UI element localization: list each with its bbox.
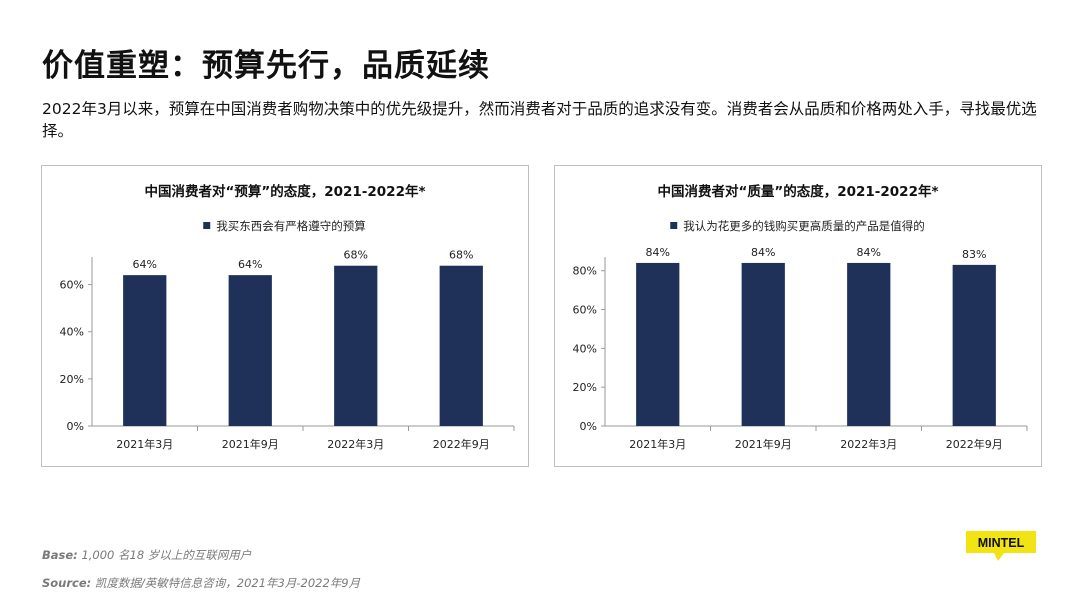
quality-chart: 中国消费者对“质量”的态度，2021-2022年* 我认为花更多的钱购买更高质量的… [573, 183, 1028, 451]
logo-text: MINTEL [978, 536, 1025, 550]
x-tick-label: 2021年3月 [116, 437, 173, 451]
chart-title: 中国消费者对“质量”的态度，2021-2022年* [657, 183, 938, 200]
legend-label: 我买东西会有严格遵守的预算 [216, 219, 366, 233]
data-label: 84% [751, 246, 775, 259]
y-tick-label: 60% [573, 304, 597, 317]
data-label: 83% [962, 248, 986, 261]
x-tick-label: 2021年3月 [629, 437, 686, 451]
y-tick-label: 60% [60, 279, 84, 292]
bar [741, 262, 785, 426]
mintel-logo: MINTEL [966, 531, 1036, 561]
source-label: Source: [42, 576, 92, 590]
bar [334, 265, 378, 426]
bar [847, 262, 891, 426]
base-text: 1,000 名18 岁以上的互联网用户 [81, 548, 252, 562]
y-tick-label: 20% [573, 381, 597, 394]
legend-swatch [203, 222, 211, 229]
source-text: 凯度数据/英敏特信息咨询，2021年3月-2022年9月 [94, 576, 361, 590]
x-tick-label: 2021年9月 [222, 437, 279, 451]
y-tick-label: 20% [60, 373, 84, 386]
bar [123, 275, 167, 426]
x-tick-label: 2021年9月 [735, 437, 792, 451]
bar [636, 262, 680, 426]
base-footnote: Base: 1,000 名18 岁以上的互联网用户 [42, 547, 251, 563]
y-tick-label: 40% [60, 326, 84, 339]
bar [952, 264, 996, 426]
y-tick-label: 0% [67, 420, 84, 433]
x-tick-label: 2022年3月 [840, 437, 897, 451]
budget-chart-panel: 中国消费者对“预算”的态度，2021-2022年* 我买东西会有严格遵守的预算 0%… [41, 165, 529, 467]
data-label: 84% [857, 246, 881, 259]
data-label: 64% [238, 258, 262, 271]
data-label: 68% [344, 249, 368, 262]
page-title: 价值重塑：预算先行，品质延续 [42, 48, 490, 84]
legend-label: 我认为花更多的钱购买更高质量的产品是值得的 [683, 219, 925, 233]
data-label: 68% [449, 249, 473, 262]
page-subtitle: 2022年3月以来，预算在中国消费者购物决策中的优先级提升，然而消费者对于品质的… [42, 100, 1037, 140]
y-tick-label: 80% [573, 265, 597, 278]
bar [228, 275, 272, 426]
source-footnote: Source: 凯度数据/英敏特信息咨询，2021年3月-2022年9月 [42, 575, 360, 591]
data-label: 64% [133, 258, 157, 271]
base-label: Base: [42, 548, 78, 562]
x-tick-label: 2022年9月 [433, 437, 490, 451]
x-tick-label: 2022年9月 [946, 437, 1003, 451]
bar [439, 265, 483, 426]
legend-swatch [670, 222, 678, 229]
y-tick-label: 0% [580, 420, 597, 433]
chart-title: 中国消费者对“预算”的态度，2021-2022年* [144, 183, 425, 200]
quality-chart-panel: 中国消费者对“质量”的态度，2021-2022年* 我认为花更多的钱购买更高质量的… [554, 165, 1042, 467]
y-tick-label: 40% [573, 342, 597, 355]
budget-chart: 中国消费者对“预算”的态度，2021-2022年* 我买东西会有严格遵守的预算 0%… [60, 183, 515, 451]
x-tick-label: 2022年3月 [327, 437, 384, 451]
data-label: 84% [646, 246, 670, 259]
